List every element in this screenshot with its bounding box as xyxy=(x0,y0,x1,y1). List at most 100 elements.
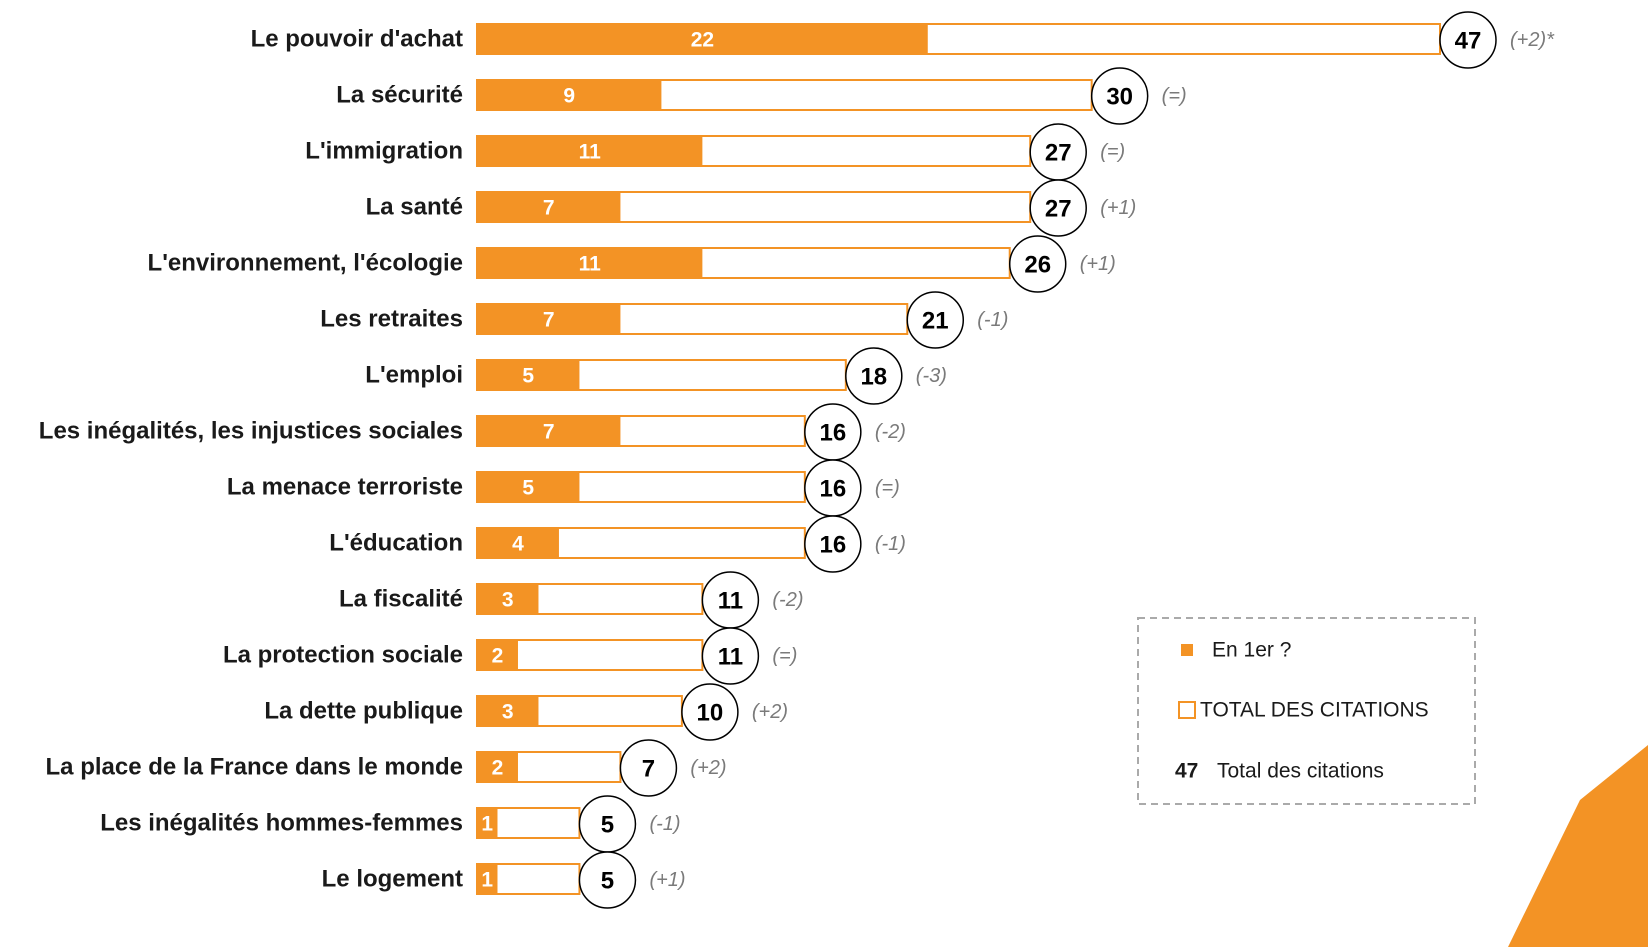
first-bar xyxy=(477,417,621,445)
legend-label: TOTAL DES CITATIONS xyxy=(1200,699,1429,722)
change-annotation: (-1) xyxy=(875,533,906,555)
total-value-label: 16 xyxy=(819,476,846,503)
first-bar xyxy=(477,809,498,837)
legend-swatch xyxy=(1181,644,1193,656)
category-label: La fiscalité xyxy=(339,586,463,613)
total-value-label: 16 xyxy=(819,420,846,447)
first-value-label: 4 xyxy=(512,533,524,556)
first-bar xyxy=(477,641,518,669)
first-value-label: 1 xyxy=(481,869,493,892)
total-value-label: 11 xyxy=(718,644,743,671)
total-value-label: 21 xyxy=(922,308,949,335)
legend-label: Total des citations xyxy=(1217,760,1384,783)
total-circle xyxy=(1029,179,1087,237)
total-value-label: 7 xyxy=(642,756,655,783)
change-annotation: (-1) xyxy=(649,813,680,835)
first-value-label: 3 xyxy=(502,701,514,724)
total-value-label: 18 xyxy=(860,364,887,391)
category-label: L'immigration xyxy=(305,138,463,165)
first-value-label: 2 xyxy=(492,645,504,668)
first-bar xyxy=(477,193,621,221)
change-annotation: (-2) xyxy=(875,421,906,443)
total-value-label: 16 xyxy=(819,532,846,559)
change-annotation: (+1) xyxy=(1100,197,1136,219)
first-value-label: 1 xyxy=(481,813,493,836)
first-bar xyxy=(477,473,580,501)
total-circle xyxy=(578,851,637,909)
change-annotation: (+1) xyxy=(649,869,685,891)
first-bar xyxy=(477,249,703,277)
legend-example-value: 47 xyxy=(1175,760,1198,783)
total-circle xyxy=(619,739,678,797)
category-label: La place de la France dans le monde xyxy=(46,754,463,781)
change-annotation: (-2) xyxy=(772,589,803,611)
total-value-label: 5 xyxy=(601,812,614,839)
total-circle xyxy=(845,347,903,405)
category-label: La santé xyxy=(366,194,463,221)
first-value-label: 22 xyxy=(691,29,714,52)
first-bar xyxy=(477,81,662,109)
total-value-label: 5 xyxy=(601,868,614,895)
first-bar xyxy=(477,697,539,725)
total-value-label: 27 xyxy=(1045,140,1072,167)
first-value-label: 5 xyxy=(522,365,534,388)
legend-swatch xyxy=(1178,701,1196,719)
change-annotation: (+2) xyxy=(752,701,788,723)
first-bar xyxy=(477,305,621,333)
first-bar xyxy=(477,585,539,613)
first-value-label: 7 xyxy=(543,309,555,332)
change-annotation: (+2)* xyxy=(1510,29,1555,51)
total-circle xyxy=(701,627,760,685)
change-annotation: (-1) xyxy=(977,309,1008,331)
first-value-label: 3 xyxy=(502,589,514,612)
category-label: Les inégalités, les injustices sociales xyxy=(39,418,463,445)
total-circle xyxy=(804,515,862,573)
total-value-label: 27 xyxy=(1045,196,1072,223)
first-bar xyxy=(477,25,928,53)
category-label: La sécurité xyxy=(336,82,463,109)
legend-label: En 1er ? xyxy=(1212,639,1291,662)
category-label: Le logement xyxy=(322,866,463,893)
legend-box xyxy=(1137,617,1476,805)
first-value-label: 2 xyxy=(492,757,504,780)
category-label: L'éducation xyxy=(329,530,463,557)
category-label: Les inégalités hommes-femmes xyxy=(100,810,463,837)
total-value-label: 11 xyxy=(718,588,743,615)
category-label: La dette publique xyxy=(264,698,463,725)
change-annotation: (=) xyxy=(772,645,797,667)
first-bar xyxy=(477,865,498,893)
change-annotation: (+1) xyxy=(1080,253,1116,275)
category-label: Les retraites xyxy=(320,306,463,333)
total-value-label: 10 xyxy=(697,700,724,727)
change-annotation: (=) xyxy=(1100,141,1125,163)
category-label: L'environnement, l'écologie xyxy=(148,250,463,277)
total-circle xyxy=(1008,235,1067,293)
first-bar xyxy=(477,137,703,165)
first-value-label: 7 xyxy=(543,421,555,444)
total-value-label: 30 xyxy=(1106,84,1133,111)
first-value-label: 5 xyxy=(522,477,534,500)
first-bar xyxy=(477,753,518,781)
change-annotation: (=) xyxy=(875,477,900,499)
total-circle xyxy=(681,683,739,741)
change-annotation: (-3) xyxy=(916,365,947,387)
change-annotation: (+2) xyxy=(690,757,726,779)
first-value-label: 11 xyxy=(579,141,602,164)
first-value-label: 9 xyxy=(563,85,575,108)
decoration xyxy=(1508,745,1648,947)
total-circle xyxy=(1090,67,1149,125)
first-value-label: 11 xyxy=(579,253,602,276)
category-label: La menace terroriste xyxy=(227,474,463,501)
first-value-label: 7 xyxy=(543,197,555,220)
total-value-label: 47 xyxy=(1455,28,1482,55)
change-annotation: (=) xyxy=(1162,85,1187,107)
total-circle xyxy=(906,291,965,349)
first-bar xyxy=(477,361,580,389)
first-bar xyxy=(477,529,559,557)
category-label: L'emploi xyxy=(365,362,463,389)
total-value-label: 26 xyxy=(1024,252,1051,279)
category-label: Le pouvoir d'achat xyxy=(251,26,463,53)
total-circle xyxy=(1439,11,1497,69)
category-label: La protection sociale xyxy=(223,642,463,669)
